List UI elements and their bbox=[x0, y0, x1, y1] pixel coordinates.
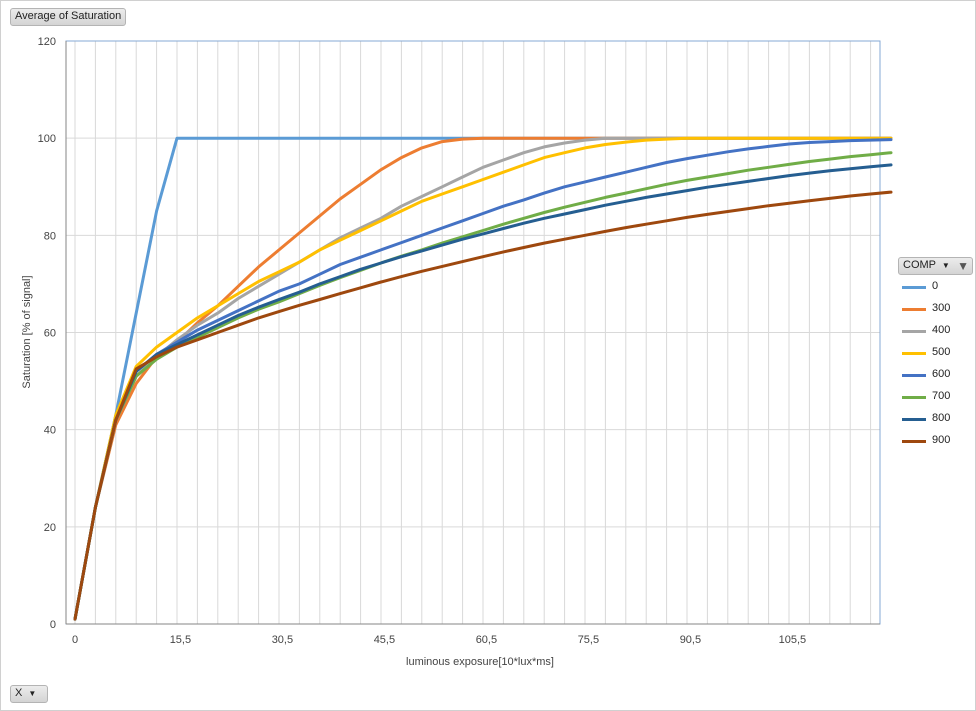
legend-label: 0 bbox=[932, 280, 939, 292]
legend-label: 900 bbox=[932, 434, 951, 446]
legend-field-button[interactable]: COMP ▼ ▼ bbox=[898, 257, 973, 275]
x-field-button[interactable]: X ▼ bbox=[10, 685, 48, 703]
series-line-700 bbox=[73, 151, 893, 621]
y-tick-label: 60 bbox=[44, 328, 56, 340]
legend-swatch bbox=[902, 308, 926, 311]
legend-swatch bbox=[902, 330, 926, 333]
y-tick-label: 80 bbox=[44, 230, 56, 242]
series-lines bbox=[73, 136, 893, 621]
legend-swatch bbox=[902, 440, 926, 443]
legend-swatch bbox=[902, 286, 926, 289]
chevron-down-icon: ▼ bbox=[28, 689, 37, 698]
legend-swatch bbox=[902, 418, 926, 421]
x-tick-label: 30,5 bbox=[272, 634, 293, 646]
y-tick-label: 120 bbox=[38, 36, 56, 48]
x-field-label: X bbox=[15, 687, 23, 699]
legend-label: 300 bbox=[932, 302, 951, 314]
legend-swatch bbox=[902, 374, 926, 377]
y-tick-label: 40 bbox=[44, 425, 56, 437]
x-tick-label: 0 bbox=[72, 634, 78, 646]
series-line-900 bbox=[73, 190, 893, 621]
legend-label: 700 bbox=[932, 390, 951, 402]
legend-label: 600 bbox=[932, 368, 951, 380]
axes: 0 20 40 60 80 100 120 0 15,5 30,5 45,5 60,5 75,5 90,5… bbox=[38, 36, 881, 646]
legend-label: 800 bbox=[932, 412, 951, 424]
y-axis-title: Saturation [% of signal] bbox=[21, 275, 33, 388]
legend-title: COMP bbox=[903, 259, 936, 271]
grid bbox=[66, 40, 880, 625]
legend-swatch bbox=[902, 352, 926, 355]
filter-icon: ▼ bbox=[957, 259, 969, 273]
value-field-label: Average of Saturation bbox=[15, 10, 122, 22]
legend-swatch bbox=[902, 396, 926, 399]
series-line-800 bbox=[73, 163, 893, 621]
y-tick-label: 100 bbox=[38, 133, 56, 145]
series-line-500 bbox=[73, 136, 893, 621]
x-tick-label: 60,5 bbox=[476, 634, 497, 646]
x-axis-title: luminous exposure[10*lux*ms] bbox=[406, 656, 554, 668]
x-tick-label: 90,5 bbox=[680, 634, 701, 646]
value-field-button[interactable]: Average of Saturation bbox=[10, 8, 127, 26]
x-tick-label: 15,5 bbox=[170, 634, 191, 646]
legend-label: 400 bbox=[932, 324, 951, 336]
y-tick-label: 0 bbox=[50, 619, 56, 631]
y-tick-label: 20 bbox=[44, 522, 56, 534]
chevron-down-icon: ▼ bbox=[941, 261, 950, 270]
series-line-600 bbox=[73, 138, 893, 621]
x-tick-label: 105,5 bbox=[779, 634, 807, 646]
x-tick-label: 75,5 bbox=[578, 634, 599, 646]
legend-label: 500 bbox=[932, 346, 951, 358]
x-tick-label: 45,5 bbox=[374, 634, 395, 646]
